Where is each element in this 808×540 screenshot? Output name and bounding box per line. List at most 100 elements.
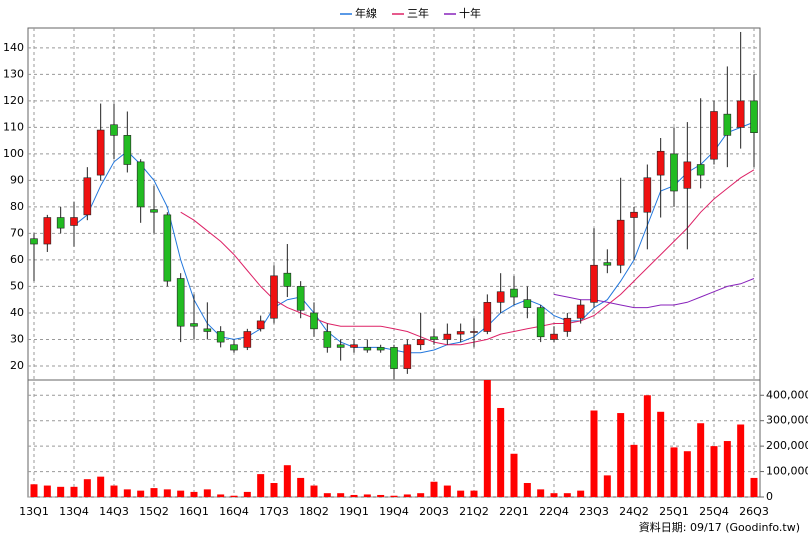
y-tick-label: 110 xyxy=(3,120,24,133)
volume-bar xyxy=(70,486,78,497)
y-tick-label: 130 xyxy=(3,67,24,80)
volume-bar xyxy=(750,477,758,497)
x-tick-label: 16Q4 xyxy=(219,505,249,518)
legend-label: 十年 xyxy=(459,6,481,20)
x-tick-label: 22Q4 xyxy=(539,505,569,518)
candle-body xyxy=(336,344,345,348)
x-tick-label: 25Q1 xyxy=(659,505,689,518)
candle-body xyxy=(616,219,625,266)
volume-bar xyxy=(190,491,198,497)
candle-body xyxy=(750,100,758,133)
y2-tick-label: 100,000 xyxy=(766,465,808,478)
volume-bar xyxy=(163,489,171,497)
y-tick-label: 90 xyxy=(10,173,24,186)
volume-bar xyxy=(617,413,625,497)
candle-body xyxy=(230,344,238,351)
candle-body xyxy=(256,320,265,330)
x-tick-label: 16Q1 xyxy=(179,505,209,518)
candle-body xyxy=(123,135,132,165)
candle-body xyxy=(470,331,478,333)
volume-bar xyxy=(457,490,465,497)
candle-body xyxy=(643,177,652,213)
candle-body xyxy=(176,278,185,327)
candle-body xyxy=(523,299,532,308)
volume-bar xyxy=(643,395,651,497)
ma-line xyxy=(553,278,755,309)
volume-bar xyxy=(137,490,145,497)
x-tick-label: 15Q2 xyxy=(139,505,169,518)
candle-body xyxy=(710,111,718,160)
x-tick-label: 24Q2 xyxy=(619,505,649,518)
volume-bar xyxy=(150,488,158,497)
candle-body xyxy=(376,347,385,351)
source-note: 資料日期: 09/17 (Goodinfo.tw) xyxy=(639,520,800,534)
volume-bar xyxy=(230,495,238,497)
candle-body xyxy=(430,336,438,340)
volume-bar xyxy=(470,490,478,497)
candle-body xyxy=(96,129,105,176)
candle-body xyxy=(416,339,425,346)
candle-body xyxy=(136,161,145,208)
candle-body xyxy=(163,214,172,282)
candle-body xyxy=(656,150,665,176)
candle-body xyxy=(630,211,638,218)
candle-body xyxy=(590,264,598,303)
x-tick-label: 19Q4 xyxy=(379,505,409,518)
x-tick-label: 18Q2 xyxy=(299,505,329,518)
x-tick-label: 13Q1 xyxy=(19,505,49,518)
x-tick-label: 21Q2 xyxy=(459,505,489,518)
volume-bar xyxy=(283,465,291,497)
candle-body xyxy=(70,217,78,226)
candle-body xyxy=(603,262,612,266)
volume-bar xyxy=(30,484,38,497)
candle-body xyxy=(216,331,225,343)
candle-body xyxy=(443,333,452,340)
candle-body xyxy=(110,124,118,136)
candle-body xyxy=(536,307,545,338)
volume-bar xyxy=(97,476,105,497)
volume-bar xyxy=(217,494,225,497)
y-tick-label: 140 xyxy=(3,41,24,54)
candle-body xyxy=(563,317,572,332)
volume-bar xyxy=(323,493,331,497)
volume-bar xyxy=(550,493,558,497)
x-tick-label: 23Q3 xyxy=(579,505,609,518)
candle-body xyxy=(83,177,92,216)
y-tick-label: 70 xyxy=(10,226,24,239)
candle-body xyxy=(576,304,585,319)
volume-bar xyxy=(177,490,185,497)
x-tick-label: 26Q3 xyxy=(739,505,769,518)
x-tick-label: 20Q3 xyxy=(419,505,449,518)
candle-body xyxy=(323,331,332,348)
candle-body xyxy=(670,153,678,192)
volume-bar xyxy=(723,441,731,497)
volume-bar xyxy=(270,483,278,497)
candle-body xyxy=(43,217,52,245)
y-tick-label: 120 xyxy=(3,94,24,107)
volume-bar xyxy=(377,494,385,497)
candle-body xyxy=(390,347,398,369)
volume-bar xyxy=(110,485,118,497)
volume-bar xyxy=(430,481,438,497)
candle-body xyxy=(723,113,732,136)
volume-bar xyxy=(483,380,491,497)
volume-bar xyxy=(443,485,451,497)
candle-body xyxy=(456,331,465,335)
candle-body xyxy=(736,100,745,128)
candle-body xyxy=(403,344,412,369)
y2-tick-label: 400,000 xyxy=(766,388,808,401)
candle-body xyxy=(203,328,212,332)
volume-bar xyxy=(537,489,545,497)
volume-bar xyxy=(390,495,398,497)
volume-bar xyxy=(497,407,505,497)
volume-bar xyxy=(123,489,131,497)
candle-body xyxy=(150,209,158,213)
y-tick-label: 80 xyxy=(10,200,24,213)
candle-body xyxy=(683,161,692,189)
candle-body xyxy=(30,238,38,245)
volume-bar xyxy=(43,485,51,497)
volume-bar xyxy=(697,423,705,497)
legend-label: 年線 xyxy=(355,6,377,20)
ma-line xyxy=(73,121,755,354)
volume-bar xyxy=(363,494,371,497)
